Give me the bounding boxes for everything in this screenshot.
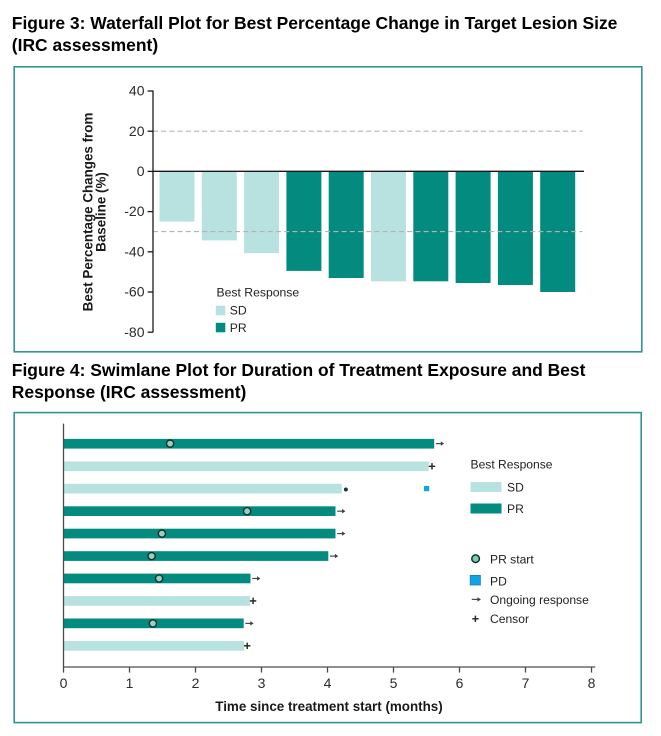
- svg-text:Time since treatment start (mo: Time since treatment start (months): [215, 699, 442, 714]
- svg-text:-80: -80: [124, 324, 144, 340]
- svg-text:Best Response: Best Response: [217, 286, 300, 300]
- svg-text:40: 40: [129, 83, 145, 99]
- svg-text:Best Percentage Changes from: Best Percentage Changes from: [81, 113, 96, 312]
- svg-text:3: 3: [258, 675, 266, 691]
- svg-text:7: 7: [522, 675, 530, 691]
- svg-text:4: 4: [324, 675, 332, 691]
- svg-text:PD: PD: [490, 575, 507, 589]
- svg-text:PR: PR: [230, 321, 247, 335]
- svg-text:SD: SD: [230, 304, 247, 318]
- svg-text:Censor: Censor: [490, 612, 529, 626]
- svg-text:-40: -40: [124, 243, 144, 259]
- svg-text:5: 5: [390, 675, 398, 691]
- svg-text:PR start: PR start: [490, 552, 534, 566]
- svg-text:0: 0: [137, 163, 145, 179]
- svg-text:6: 6: [456, 675, 464, 691]
- svg-text:Baseline (%): Baseline (%): [94, 172, 109, 252]
- svg-text:20: 20: [129, 123, 145, 139]
- svg-text:Ongoing response: Ongoing response: [490, 593, 589, 607]
- svg-text:-20: -20: [124, 203, 144, 219]
- svg-text:-60: -60: [124, 284, 144, 300]
- svg-text:1: 1: [126, 675, 134, 691]
- svg-text:2: 2: [192, 675, 200, 691]
- svg-text:SD: SD: [507, 481, 524, 495]
- svg-text:0: 0: [60, 675, 68, 691]
- svg-text:PR: PR: [507, 502, 524, 516]
- svg-text:8: 8: [588, 675, 596, 691]
- svg-text:Best Response: Best Response: [471, 458, 553, 472]
